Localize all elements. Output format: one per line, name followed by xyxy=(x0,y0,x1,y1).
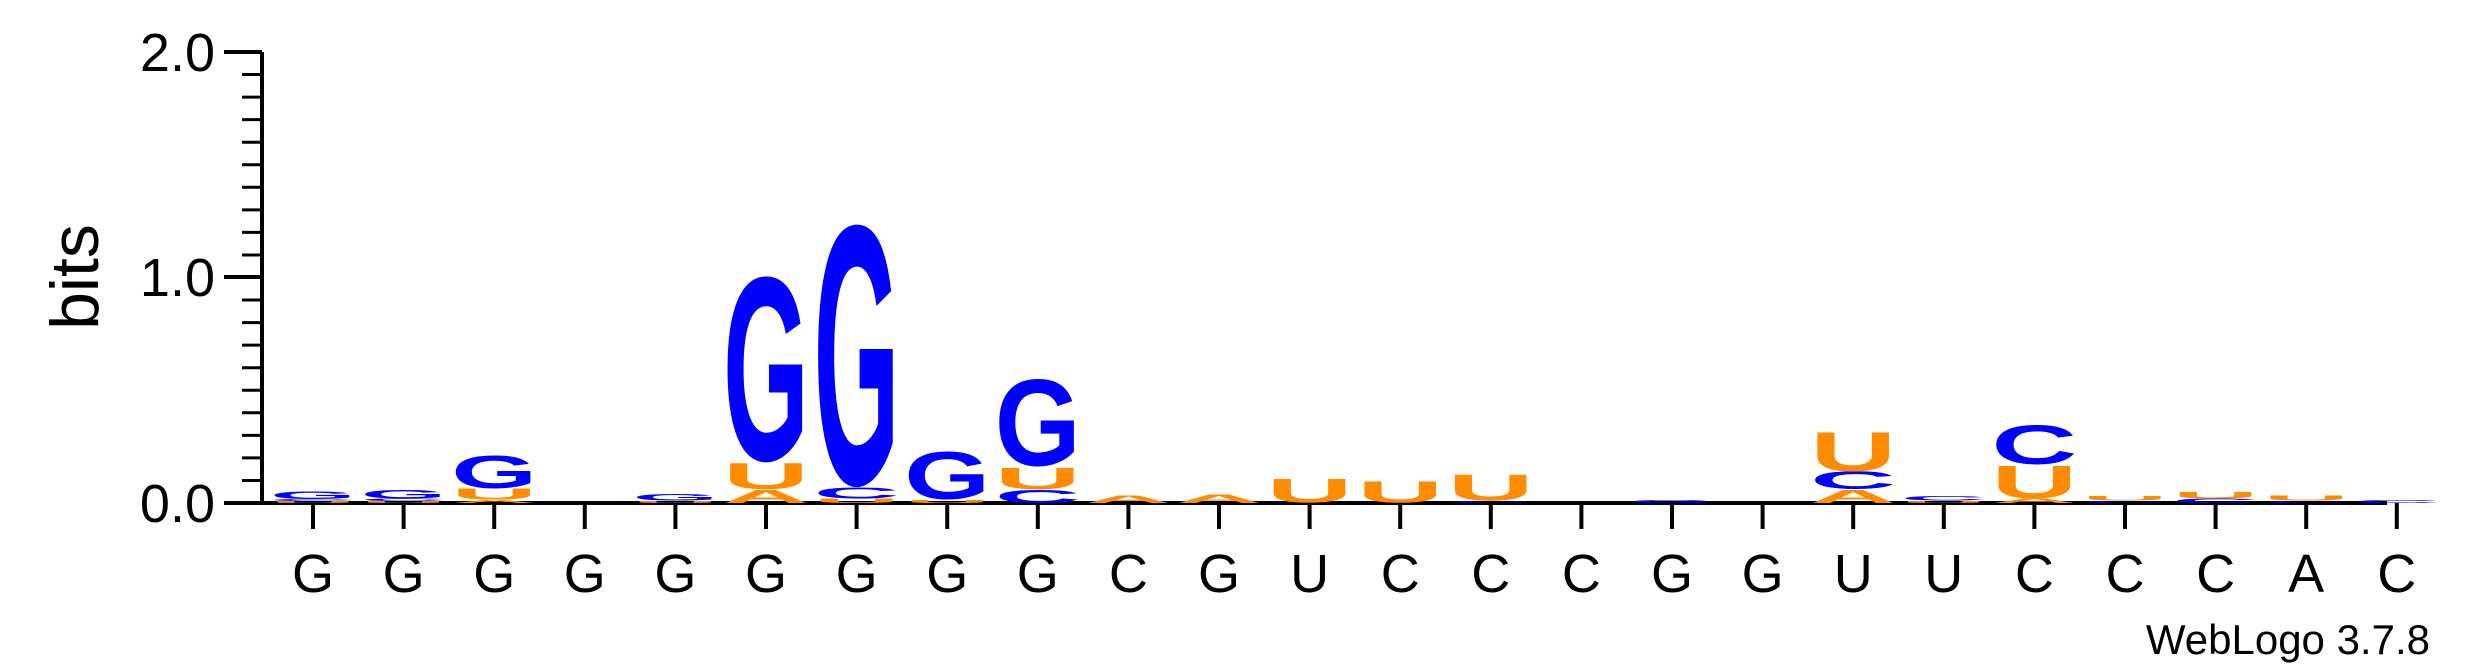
logo-letter-a: A xyxy=(723,486,809,507)
x-tick-label: G xyxy=(292,544,334,604)
logo-column: AUC xyxy=(1991,414,2077,508)
logo-letter-c: C xyxy=(2082,500,2168,503)
x-tick-label: G xyxy=(926,544,968,604)
logo-letter-g: G xyxy=(814,147,900,562)
x-tick-label: U xyxy=(1290,544,1329,604)
x-tick-label: C xyxy=(2196,544,2235,604)
logo-letter-a: A xyxy=(1810,486,1896,507)
logo-column: UG xyxy=(632,492,718,503)
y-axis-label: bits xyxy=(37,224,113,330)
x-tick-label: C xyxy=(1109,544,1148,604)
logo-letter-u: U xyxy=(632,500,718,503)
logo-column: G xyxy=(1629,499,1715,504)
x-tick-label: G xyxy=(473,544,515,604)
logo-letter-c: C xyxy=(1810,467,1896,495)
logo-letter-c: C xyxy=(270,498,356,501)
logo-letter-u: U xyxy=(723,455,809,497)
logo-column: A xyxy=(1176,492,1262,506)
weblogo-credit: WebLogo 3.7.8 xyxy=(2146,616,2430,663)
logo-column: CUG xyxy=(995,354,1081,507)
logo-letter-c: C xyxy=(2354,499,2440,504)
logo-letter-u: U xyxy=(361,501,447,504)
logo-column: UC xyxy=(1901,495,1987,504)
x-tick-label: U xyxy=(1924,544,1963,604)
logo-letter-c: C xyxy=(2263,500,2349,503)
x-tick-label: G xyxy=(1198,544,1240,604)
y-minor-ticks xyxy=(242,73,262,482)
logo-letter-g: G xyxy=(451,446,537,498)
logo-letter-u: U xyxy=(995,461,1081,495)
logo-letter-g: G xyxy=(723,223,809,516)
x-tick-label: C xyxy=(1562,544,1601,604)
logo-letter-c: C xyxy=(2173,497,2259,504)
logo-letter-u: U xyxy=(2082,495,2168,502)
logo-letter-a: A xyxy=(1991,497,2077,504)
logo-column: AUG xyxy=(723,223,809,516)
logo-letter-g: G xyxy=(995,354,1081,492)
logo-column: UCG xyxy=(361,487,447,503)
x-tick-label: C xyxy=(2015,544,2054,604)
logo-letter-g: G xyxy=(361,487,447,501)
x-tick-label: G xyxy=(836,544,878,604)
logo-column: CU xyxy=(2263,494,2349,504)
logo-letter-u: U xyxy=(904,499,990,504)
logo-column: A xyxy=(1085,493,1171,505)
x-tick-label: A xyxy=(2288,544,2324,604)
y-major-ticks xyxy=(224,50,262,505)
logo-column: UCG xyxy=(814,147,900,562)
logo-letter-g: G xyxy=(1629,499,1715,504)
logo-letter-g: G xyxy=(904,438,990,514)
y-tick-label-1: 1.0 xyxy=(140,248,215,308)
logo-column: ACU xyxy=(1810,421,1896,507)
logo-letter-u: U xyxy=(2173,490,2259,500)
logo-column: AUG xyxy=(451,446,537,504)
logo-column: UCG xyxy=(270,489,356,503)
x-tick-label: C xyxy=(2377,544,2416,604)
x-tick-label: G xyxy=(745,544,787,604)
x-tick-label: U xyxy=(1834,544,1873,604)
logo-letter-u: U xyxy=(1810,421,1896,483)
x-tick-label: C xyxy=(1471,544,1510,604)
logo-letter-a: A xyxy=(451,499,537,504)
logo-letter-c: C xyxy=(814,484,900,501)
logo-letter-c: C xyxy=(361,498,447,502)
logo-column: CU xyxy=(2173,490,2259,504)
logo-letter-g: G xyxy=(270,489,356,501)
x-tick-label: G xyxy=(1742,544,1784,604)
x-tick-label: G xyxy=(383,544,425,604)
logo-letter-c: C xyxy=(1991,414,2077,476)
logo-letter-u: U xyxy=(1901,500,1987,503)
logo-letter-u: U xyxy=(814,497,900,504)
logo-letter-g: G xyxy=(632,492,718,502)
logo-letter-u: U xyxy=(451,485,537,502)
y-tick-label-2: 2.0 xyxy=(140,23,215,83)
logo-letter-c: C xyxy=(1901,495,1987,502)
logo-column: C xyxy=(2354,499,2440,504)
logo-letter-a: A xyxy=(1085,493,1171,505)
logo-letter-c: C xyxy=(1448,500,1534,503)
x-tick-label: G xyxy=(654,544,696,604)
y-tick-label-0: 0.0 xyxy=(140,474,215,534)
x-tick-label: G xyxy=(1017,544,1059,604)
logo-letter-a: A xyxy=(1176,492,1262,506)
x-tick-label: G xyxy=(1651,544,1693,604)
logo-letter-c: C xyxy=(995,486,1081,507)
logo-letter-u: U xyxy=(2263,494,2349,503)
x-tick-label: C xyxy=(2106,544,2145,604)
logo-letter-u: U xyxy=(1991,456,2077,508)
logo-column: CU xyxy=(1448,467,1534,509)
logo-letter-u: U xyxy=(1448,467,1534,509)
logo-letter-u: U xyxy=(270,501,356,504)
x-tick-label: G xyxy=(564,544,606,604)
x-tick-label: C xyxy=(1381,544,1420,604)
logo-column: CU xyxy=(2082,495,2168,504)
logo-column: UG xyxy=(904,438,990,514)
